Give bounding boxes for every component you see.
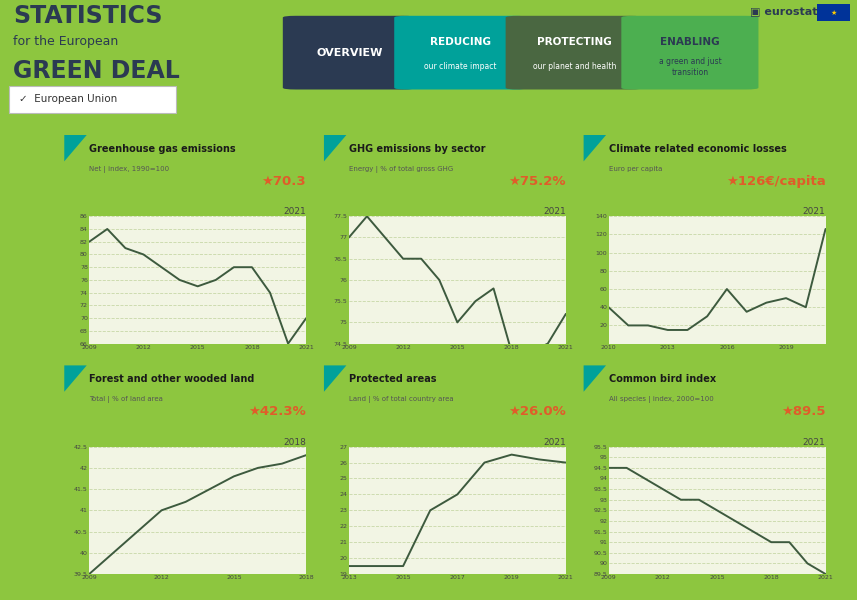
FancyBboxPatch shape <box>9 86 176 113</box>
Text: All species | index, 2000=100: All species | index, 2000=100 <box>608 396 713 403</box>
Text: Euro per capita: Euro per capita <box>608 166 662 172</box>
Text: our climate impact: our climate impact <box>424 62 497 71</box>
Text: PROTECTING: PROTECTING <box>536 37 612 47</box>
Text: 2021: 2021 <box>543 438 566 447</box>
Text: ★: ★ <box>830 10 836 16</box>
Text: ✓  European Union: ✓ European Union <box>19 94 117 104</box>
Text: Forest and other wooded land: Forest and other wooded land <box>89 374 255 384</box>
Text: Total | % of land area: Total | % of land area <box>89 396 163 403</box>
FancyBboxPatch shape <box>621 16 758 89</box>
Text: ★75.2%: ★75.2% <box>508 175 566 188</box>
Text: a green and just
transition: a green and just transition <box>658 56 722 77</box>
Text: Land | % of total country area: Land | % of total country area <box>349 396 453 403</box>
Polygon shape <box>324 365 346 392</box>
Polygon shape <box>324 135 346 161</box>
Text: Common bird index: Common bird index <box>608 374 716 384</box>
Text: GHG emissions by sector: GHG emissions by sector <box>349 144 485 154</box>
Text: REDUCING: REDUCING <box>430 37 491 47</box>
Polygon shape <box>584 135 606 161</box>
Text: 2021: 2021 <box>284 208 306 217</box>
Text: 2021: 2021 <box>803 208 825 217</box>
Text: Climate related economic losses: Climate related economic losses <box>608 144 787 154</box>
Text: STATISTICS: STATISTICS <box>13 4 162 28</box>
Text: ★26.0%: ★26.0% <box>508 405 566 418</box>
Text: ENABLING: ENABLING <box>660 37 720 47</box>
Text: ★70.3: ★70.3 <box>261 175 306 188</box>
Polygon shape <box>584 365 606 392</box>
Text: for the European: for the European <box>13 35 118 48</box>
FancyBboxPatch shape <box>817 4 850 21</box>
FancyBboxPatch shape <box>506 16 643 89</box>
Text: OVERVIEW: OVERVIEW <box>316 47 382 58</box>
Text: 2021: 2021 <box>803 438 825 447</box>
Text: ▣ eurostat: ▣ eurostat <box>750 7 818 17</box>
Polygon shape <box>64 365 87 392</box>
Text: ★89.5: ★89.5 <box>781 405 825 418</box>
FancyBboxPatch shape <box>394 16 527 89</box>
Text: Greenhouse gas emissions: Greenhouse gas emissions <box>89 144 236 154</box>
Text: 2018: 2018 <box>284 438 306 447</box>
Text: 2021: 2021 <box>543 208 566 217</box>
Text: Protected areas: Protected areas <box>349 374 436 384</box>
Text: our planet and health: our planet and health <box>532 62 616 71</box>
Text: GREEN DEAL: GREEN DEAL <box>13 58 180 82</box>
Text: ★42.3%: ★42.3% <box>249 405 306 418</box>
Text: Energy | % of total gross GHG: Energy | % of total gross GHG <box>349 166 453 173</box>
Text: Net | index, 1990=100: Net | index, 1990=100 <box>89 166 170 173</box>
Text: ★126€/capita: ★126€/capita <box>726 175 825 188</box>
Polygon shape <box>64 135 87 161</box>
FancyBboxPatch shape <box>283 16 416 89</box>
